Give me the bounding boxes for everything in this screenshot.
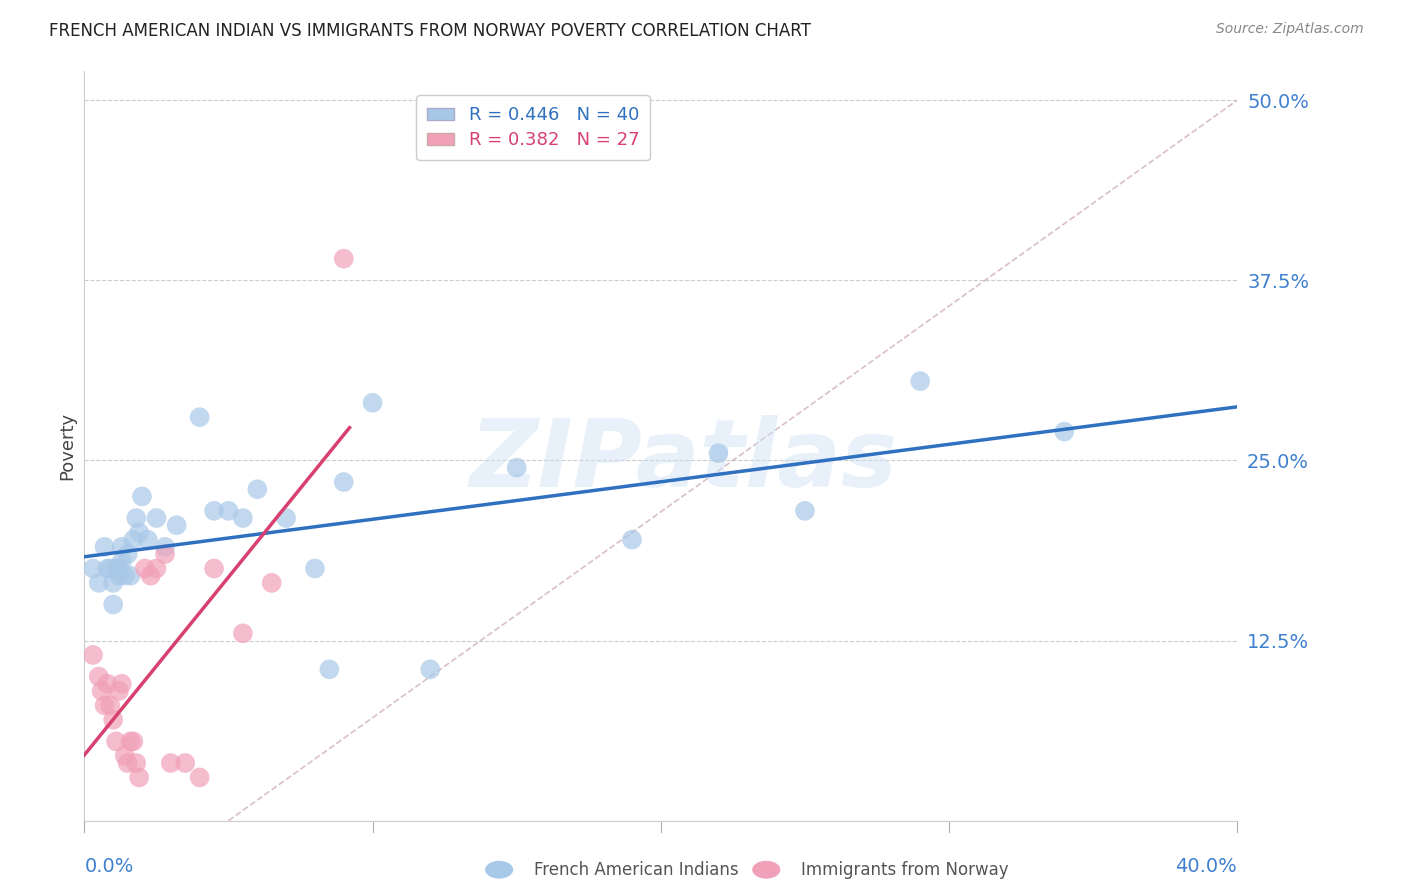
Point xyxy=(98,698,121,713)
Point xyxy=(111,677,134,691)
Text: French American Indians: French American Indians xyxy=(534,861,740,879)
Point xyxy=(1053,425,1076,439)
Text: Source: ZipAtlas.com: Source: ZipAtlas.com xyxy=(1216,22,1364,37)
Point xyxy=(128,771,150,785)
Point xyxy=(111,554,134,568)
Point xyxy=(125,511,148,525)
Point xyxy=(108,561,131,575)
Point xyxy=(318,662,340,676)
Point xyxy=(188,771,211,785)
Point xyxy=(122,533,145,547)
Point xyxy=(145,561,167,575)
Point xyxy=(114,568,136,582)
Point xyxy=(218,504,240,518)
Point xyxy=(108,568,131,582)
Point xyxy=(93,698,115,713)
Point xyxy=(153,547,176,561)
Point xyxy=(98,561,121,575)
Point xyxy=(120,734,142,748)
Point xyxy=(131,490,153,504)
Point xyxy=(419,662,441,676)
Point xyxy=(93,540,115,554)
Point xyxy=(160,756,183,770)
Point xyxy=(166,518,188,533)
Point xyxy=(246,482,269,496)
Text: 40.0%: 40.0% xyxy=(1175,856,1237,876)
Point xyxy=(260,575,283,590)
Point xyxy=(333,252,356,266)
Point xyxy=(174,756,197,770)
Point xyxy=(232,511,254,525)
Point xyxy=(139,568,162,582)
Point xyxy=(103,713,124,727)
Point xyxy=(87,575,110,590)
Point xyxy=(304,561,326,575)
Text: Immigrants from Norway: Immigrants from Norway xyxy=(801,861,1010,879)
Point xyxy=(276,511,298,525)
Point xyxy=(333,475,356,489)
Point xyxy=(145,511,167,525)
Point xyxy=(105,734,128,748)
Point xyxy=(125,756,148,770)
Text: ZIPatlas: ZIPatlas xyxy=(470,415,898,507)
Point xyxy=(117,756,139,770)
Text: 0.0%: 0.0% xyxy=(84,856,134,876)
Point xyxy=(122,734,145,748)
Point xyxy=(111,540,134,554)
Point xyxy=(202,504,225,518)
Point xyxy=(87,669,110,683)
Y-axis label: Poverty: Poverty xyxy=(58,412,76,480)
Point xyxy=(105,561,128,575)
Point xyxy=(202,561,225,575)
Point xyxy=(153,540,176,554)
Text: FRENCH AMERICAN INDIAN VS IMMIGRANTS FROM NORWAY POVERTY CORRELATION CHART: FRENCH AMERICAN INDIAN VS IMMIGRANTS FRO… xyxy=(49,22,811,40)
Point xyxy=(707,446,730,460)
Point xyxy=(82,561,104,575)
Point xyxy=(134,561,156,575)
Point xyxy=(117,547,139,561)
Point xyxy=(96,677,118,691)
Point xyxy=(188,410,211,425)
Point xyxy=(120,568,142,582)
Point xyxy=(136,533,159,547)
Point xyxy=(82,648,104,662)
Point xyxy=(103,598,124,612)
Legend: R = 0.446   N = 40, R = 0.382   N = 27: R = 0.446 N = 40, R = 0.382 N = 27 xyxy=(416,95,650,161)
Point xyxy=(90,684,112,698)
Point xyxy=(232,626,254,640)
Point xyxy=(621,533,644,547)
Point xyxy=(108,684,131,698)
Point xyxy=(361,396,384,410)
Point xyxy=(114,748,136,763)
Point xyxy=(506,460,529,475)
Point xyxy=(794,504,817,518)
Point xyxy=(103,575,124,590)
Point xyxy=(910,374,932,388)
Point xyxy=(96,561,118,575)
Point xyxy=(128,525,150,540)
